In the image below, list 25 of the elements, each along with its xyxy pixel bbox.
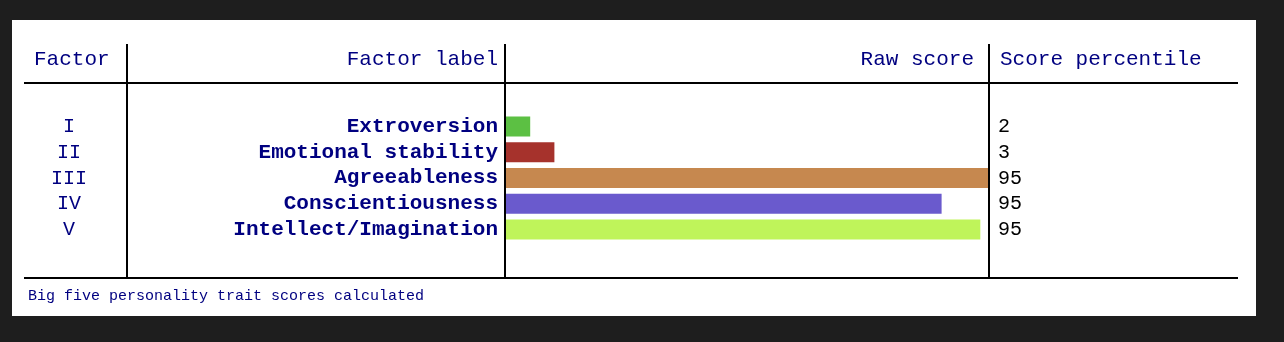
text: 3 <box>998 140 1011 164</box>
text: 95 <box>998 166 1023 190</box>
text: 95 <box>998 218 1023 242</box>
y-tick-label: Agreeableness <box>334 166 498 190</box>
text: Score percentile <box>1000 48 1202 71</box>
bar <box>506 142 555 163</box>
text: III <box>50 166 88 190</box>
y-tick-label: Conscientiousness <box>283 192 498 216</box>
text: V <box>62 218 76 242</box>
y-tick-label: Extroversion <box>346 114 498 138</box>
text: I <box>62 114 76 138</box>
bar <box>506 219 981 240</box>
bar <box>506 167 990 189</box>
bar <box>506 193 942 214</box>
bar <box>506 116 531 137</box>
text: Factor label <box>346 48 498 71</box>
y-tick-label: Emotional stability <box>258 140 499 164</box>
text: Factor <box>34 48 110 71</box>
text: Big five personality trait scores calculated <box>28 288 425 305</box>
text: IV <box>56 192 82 216</box>
text: 2 <box>998 114 1011 138</box>
y-tick-label: Intellect/Imagination <box>233 217 498 241</box>
text: Raw score <box>860 48 974 71</box>
text: 95 <box>998 192 1023 216</box>
text: II <box>56 140 82 164</box>
